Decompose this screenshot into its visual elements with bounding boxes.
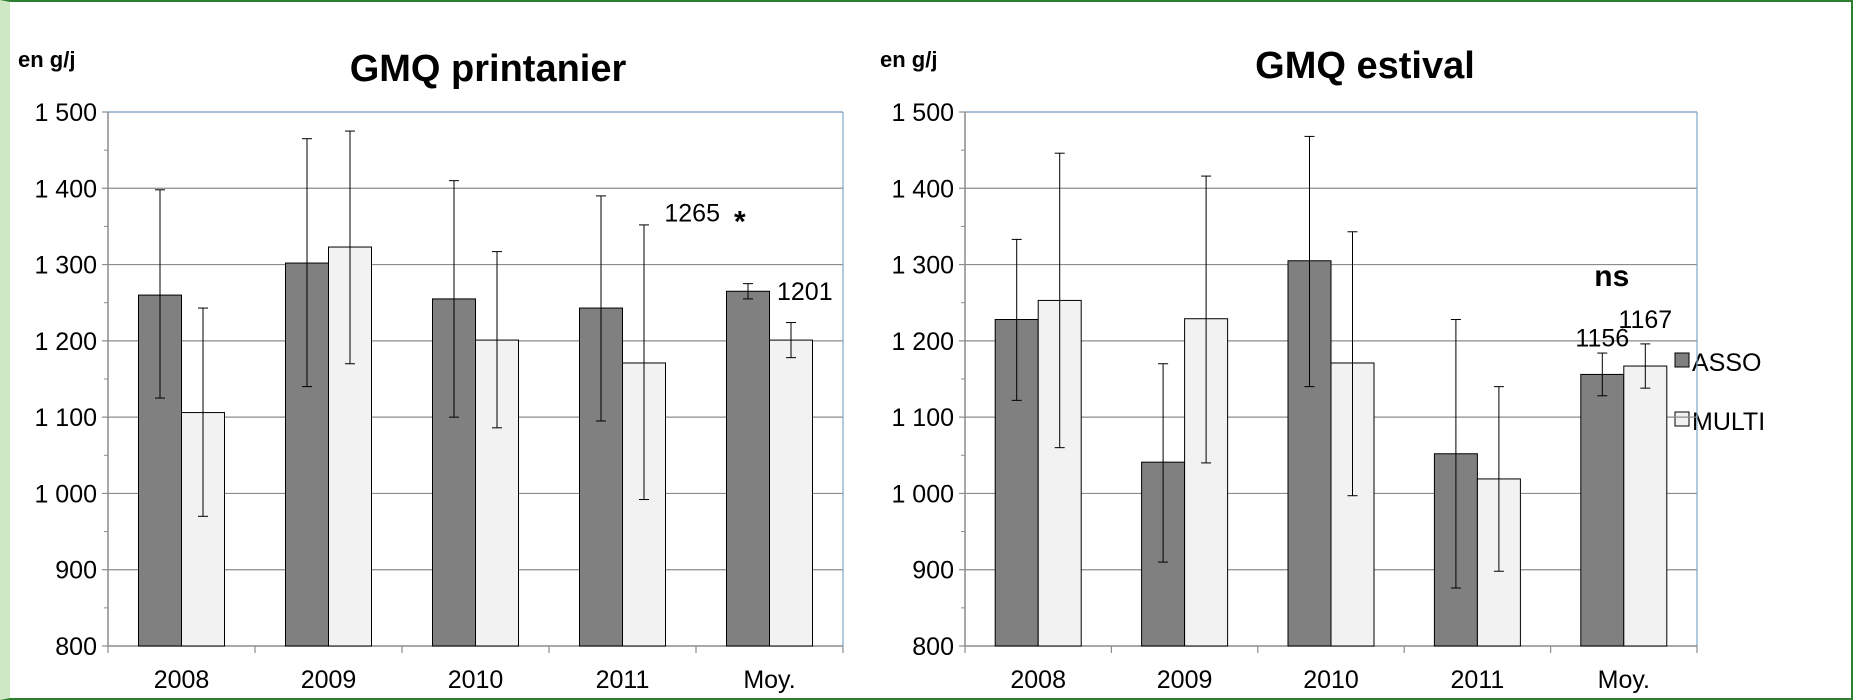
x-category-label: 2008 — [154, 666, 210, 694]
y-tick-label: 1 100 — [34, 404, 97, 432]
y-tick-label: 1 000 — [891, 480, 954, 508]
x-category-label: Moy. — [1598, 666, 1650, 694]
y-tick-label: 900 — [55, 557, 97, 585]
x-category-label: 2011 — [1451, 666, 1505, 694]
value-label: 1156 — [1575, 324, 1629, 352]
x-category-label: 2009 — [1157, 666, 1213, 694]
y-tick-label: 1 500 — [34, 99, 97, 127]
bar-multi — [769, 339, 813, 647]
y-tick-label: 1 200 — [34, 328, 97, 356]
y-unit-label-printanier: en g/j — [18, 47, 75, 72]
legend-swatch-asso — [1674, 352, 1690, 368]
x-category-label: 2010 — [448, 666, 504, 694]
legend-label-asso: ASSO — [1692, 349, 1761, 377]
y-tick-label: 800 — [55, 633, 97, 661]
significance-star: * — [734, 205, 746, 238]
y-tick-label: 1 300 — [891, 252, 954, 280]
y-tick-label: 1 400 — [34, 175, 97, 203]
legend-label-multi: MULTI — [1692, 408, 1765, 436]
chart-title-printanier: GMQ printanier — [350, 48, 627, 90]
value-label: 1167 — [1618, 306, 1672, 334]
x-category-label: 2010 — [1303, 666, 1359, 694]
x-category-label: 2008 — [1010, 666, 1066, 694]
y-tick-label: 1 300 — [34, 252, 97, 280]
y-unit-label-estival: en g/j — [880, 47, 937, 72]
legend-swatch-multi — [1674, 411, 1690, 427]
value-label: 1265 — [664, 199, 720, 227]
x-category-label: 2009 — [301, 666, 357, 694]
y-tick-label: 800 — [912, 633, 954, 661]
y-tick-label: 1 100 — [891, 404, 954, 432]
y-tick-label: 900 — [912, 557, 954, 585]
y-tick-label: 1 000 — [34, 480, 97, 508]
y-tick-label: 1 500 — [891, 99, 954, 127]
bar-asso — [1580, 373, 1625, 647]
y-tick-label: 1 400 — [891, 175, 954, 203]
chart-title-estival: GMQ estival — [1255, 45, 1475, 87]
x-category-label: Moy. — [743, 666, 795, 694]
y-tick-label: 1 200 — [891, 328, 954, 356]
significance-label: ns — [1594, 260, 1629, 293]
bar-asso — [726, 290, 770, 647]
value-label: 1201 — [777, 278, 833, 306]
bar-multi — [1623, 365, 1668, 647]
x-category-label: 2011 — [596, 666, 650, 694]
legend: ASSO MULTI — [1674, 349, 1765, 436]
